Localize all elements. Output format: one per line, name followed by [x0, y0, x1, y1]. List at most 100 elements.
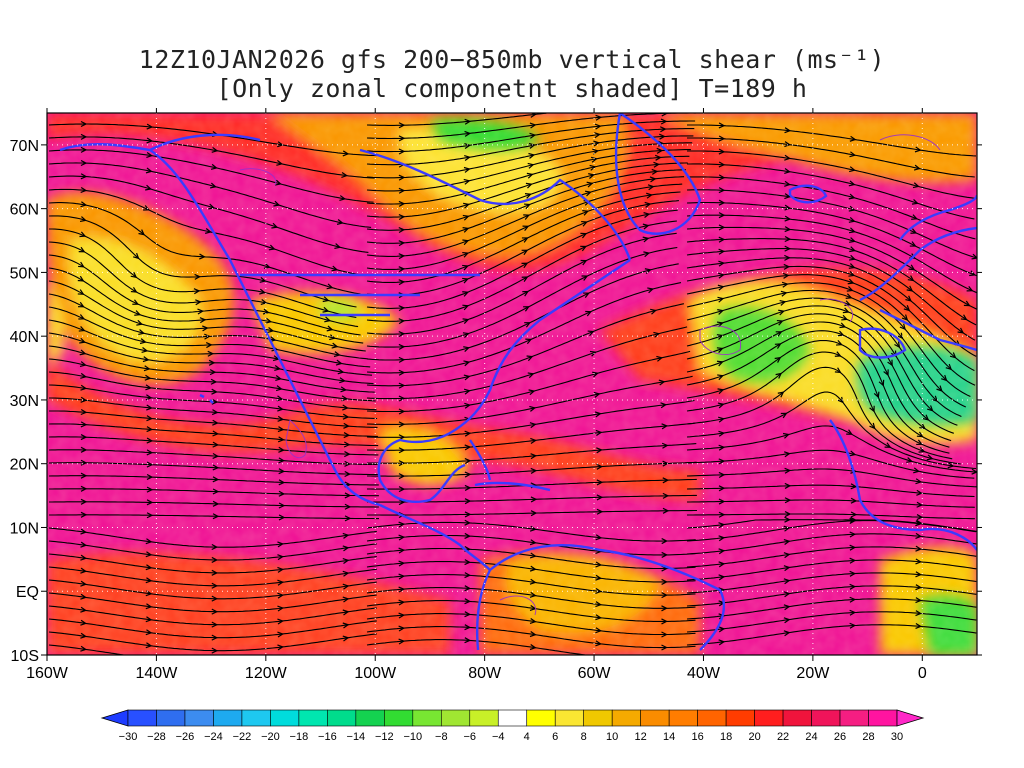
streamline-arrow	[662, 507, 670, 514]
streamline-arrow	[211, 569, 219, 576]
streamline-arrow	[849, 557, 857, 564]
streamline-arrow	[915, 571, 923, 578]
streamline-arrow	[654, 154, 662, 161]
streamline-arrow	[909, 241, 917, 247]
streamline-arrow	[783, 552, 791, 559]
streamline	[48, 345, 375, 393]
colorbar-label: 30	[891, 731, 903, 743]
streamline-arrow	[143, 205, 150, 211]
streamline	[49, 501, 379, 508]
streamline-arrow	[398, 305, 406, 312]
streamline-arrow	[717, 284, 725, 291]
streamline-arrow	[661, 644, 668, 651]
streamline-arrow	[464, 457, 472, 465]
colorbar-swatch	[811, 709, 841, 727]
streamline-arrow	[211, 543, 219, 551]
streamline-arrow	[718, 574, 726, 581]
streamline	[687, 150, 977, 199]
streamline-arrow	[142, 356, 150, 363]
streamline	[686, 351, 953, 460]
streamline-arrow	[80, 472, 88, 479]
streamline-arrow	[274, 365, 282, 371]
streamline-arrow	[834, 367, 842, 374]
streamline-arrow	[398, 434, 406, 441]
streamline-arrow	[718, 498, 726, 505]
streamline-arrow	[343, 432, 351, 439]
streamline	[366, 220, 677, 322]
streamline-arrow	[595, 574, 603, 581]
streamline	[49, 410, 378, 437]
streamline-arrow	[784, 467, 792, 474]
streamline-arrow	[78, 246, 86, 253]
streamline-arrow	[398, 356, 406, 363]
streamline-arrow	[783, 591, 791, 598]
colorbar-swatch	[697, 709, 727, 727]
streamline-arrow	[342, 622, 350, 629]
streamline-arrow	[398, 586, 406, 593]
lon-tick-label: 140W	[136, 665, 179, 682]
streamline-arrow	[259, 288, 266, 295]
streamline-arrow	[910, 228, 918, 234]
streamline-arrow	[524, 203, 531, 210]
streamline	[366, 547, 696, 570]
streamline	[49, 397, 378, 428]
colorbar-swatch	[725, 709, 755, 727]
streamline-arrow	[905, 295, 912, 302]
streamline-arrow	[259, 276, 267, 283]
streamline-arrow	[595, 614, 603, 621]
streamline-arrow	[145, 603, 153, 610]
streamline-arrow	[268, 244, 276, 251]
streamline-arrow	[911, 214, 918, 220]
streamline-arrow	[130, 272, 138, 279]
streamline-arrow	[661, 442, 669, 449]
streamline-arrow	[464, 532, 472, 539]
streamline-arrow	[849, 450, 857, 457]
streamline-arrow	[398, 279, 406, 286]
colorbar-label: −20	[261, 731, 280, 743]
colorbar-label: −28	[147, 731, 166, 743]
streamline-arrow	[906, 457, 914, 463]
streamline	[48, 319, 373, 376]
streamline	[48, 149, 374, 203]
streamline-arrow	[342, 558, 350, 565]
streamline-arrow	[208, 359, 216, 366]
streamline-arrow	[918, 447, 926, 453]
streamline-arrow	[77, 301, 85, 308]
streamline-arrow	[464, 118, 472, 125]
streamline-arrow	[79, 231, 87, 238]
streamline-arrow	[718, 511, 726, 518]
streamline-arrow	[908, 264, 916, 271]
streamline	[366, 375, 693, 425]
streamline-arrow	[717, 374, 725, 381]
streamline-arrow	[331, 342, 339, 349]
streamline-arrow	[783, 604, 791, 611]
streamline-arrow	[80, 146, 88, 153]
streamline-arrow	[398, 599, 406, 606]
streamline-arrow	[656, 355, 664, 362]
streamline-arrow	[80, 187, 88, 194]
streamline-arrow	[139, 338, 147, 345]
streamline-arrow	[661, 578, 668, 585]
streamline-arrow	[718, 430, 726, 437]
streamline	[48, 254, 361, 336]
streamline-arrow	[146, 404, 153, 411]
streamline-arrow	[464, 142, 472, 150]
streamline-arrow	[398, 395, 406, 402]
streamline-arrow	[277, 644, 285, 651]
streamline-arrow	[595, 561, 603, 568]
streamline-arrow	[341, 172, 349, 179]
streamline-arrow	[850, 483, 858, 490]
streamline-arrow	[339, 377, 346, 384]
contour-lines	[239, 134, 941, 616]
streamline-arrow	[141, 347, 149, 353]
streamline-arrow	[836, 339, 843, 346]
streamline-arrow	[589, 164, 597, 171]
streamline-arrow	[134, 310, 142, 316]
streamline-arrow	[146, 461, 154, 468]
streamline	[48, 475, 379, 486]
streamline-arrow	[784, 226, 792, 233]
streamline	[366, 326, 688, 400]
streamline	[48, 215, 357, 308]
streamline-arrow	[398, 547, 406, 554]
streamline-arrow	[581, 220, 588, 227]
